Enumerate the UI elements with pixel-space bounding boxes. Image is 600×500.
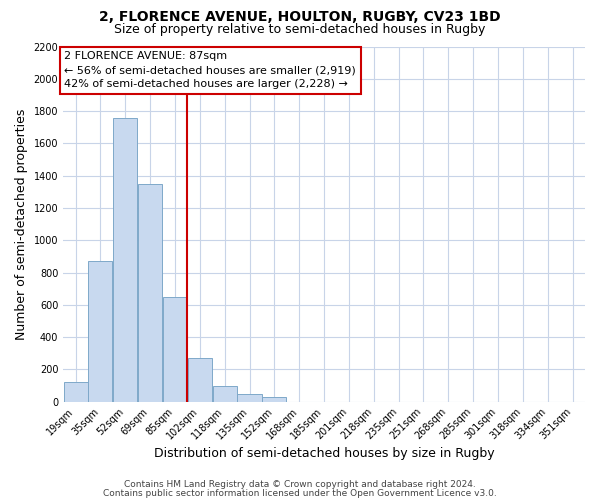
Bar (138, 184, 162, 402)
Bar (212, 386, 237, 402)
Y-axis label: Number of semi-detached properties: Number of semi-detached properties (15, 108, 28, 340)
Text: Contains HM Land Registry data © Crown copyright and database right 2024.: Contains HM Land Registry data © Crown c… (124, 480, 476, 489)
Text: 2, FLORENCE AVENUE, HOULTON, RUGBY, CV23 1BD: 2, FLORENCE AVENUE, HOULTON, RUGBY, CV23… (99, 10, 501, 24)
Bar (113, 118, 137, 402)
Bar (163, 296, 187, 402)
Text: Size of property relative to semi-detached houses in Rugby: Size of property relative to semi-detach… (115, 22, 485, 36)
Bar (238, 394, 262, 402)
Bar (262, 397, 286, 402)
X-axis label: Distribution of semi-detached houses by size in Rugby: Distribution of semi-detached houses by … (154, 447, 494, 460)
Bar (64, 382, 88, 402)
Text: Contains public sector information licensed under the Open Government Licence v3: Contains public sector information licen… (103, 488, 497, 498)
Bar (88, 261, 112, 402)
Text: 2 FLORENCE AVENUE: 87sqm
← 56% of semi-detached houses are smaller (2,919)
42% o: 2 FLORENCE AVENUE: 87sqm ← 56% of semi-d… (64, 52, 356, 90)
Bar (188, 358, 212, 402)
